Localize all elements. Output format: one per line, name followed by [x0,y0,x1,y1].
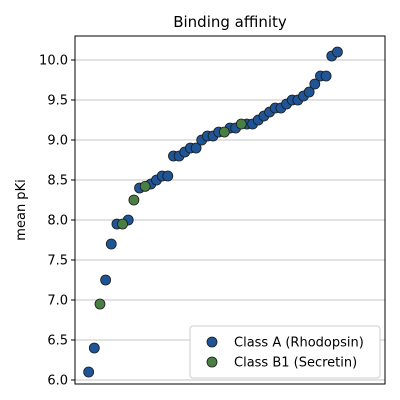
y-tick-label: 8.0 [47,214,68,229]
legend-marker [206,356,218,368]
data-point [139,180,151,192]
y-tick-label: 6.0 [47,374,68,389]
data-point [88,342,100,354]
data-point [162,170,174,182]
data-point [309,78,321,90]
data-point [218,126,230,138]
y-tick-label: 7.0 [47,294,68,309]
data-point [332,46,343,58]
data-point [320,70,332,82]
y-axis-label: mean pKi [14,179,29,240]
y-tick-label: 6.5 [47,334,68,349]
data-point [303,86,315,98]
data-point [100,274,112,286]
y-axis-ticks: 6.0 6.5 7.0 7.5 8.0 8.5 9.0 9.5 10.0 [39,54,75,389]
y-tick-label: 9.5 [47,94,68,109]
data-point [117,218,128,230]
data-points [83,46,343,378]
y-tick-label: 9.0 [47,134,68,149]
data-point [83,366,95,378]
data-point [235,118,247,130]
data-point [94,298,106,310]
legend-box [189,325,381,379]
data-point [128,194,140,206]
data-point [105,238,117,250]
legend-label: Class A (Rhodopsin) [234,336,364,351]
legend-label: Class B1 (Secretin) [234,356,357,371]
y-tick-label: 10.0 [39,54,68,69]
legend-marker [206,336,218,348]
y-tick-label: 8.5 [47,174,68,189]
y-tick-label: 7.5 [47,254,68,269]
chart-title: Binding affinity [173,13,287,31]
data-point [190,142,202,154]
plot-frame [74,35,386,385]
legend: Class A (Rhodopsin) Class B1 (Secretin) [189,325,381,379]
